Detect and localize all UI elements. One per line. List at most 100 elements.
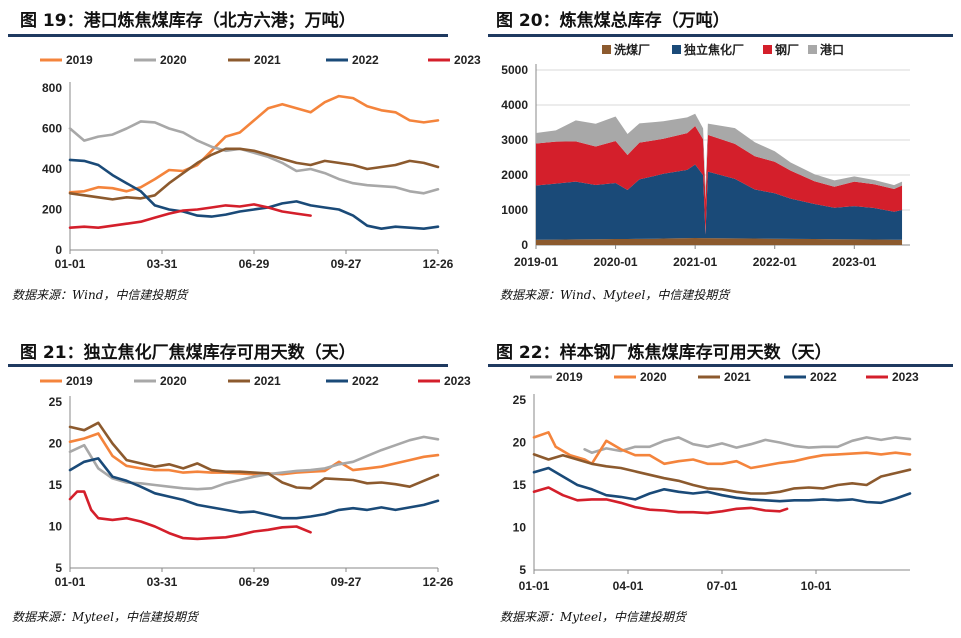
legend-label-2022: 2022 <box>810 370 837 384</box>
legend-swatch-2 <box>763 45 772 54</box>
line-series-2021 <box>68 421 440 490</box>
x-tick-label-3: 2022-01 <box>753 255 797 269</box>
legend-label-2021: 2021 <box>254 53 281 67</box>
legend-label-2019: 2019 <box>66 53 93 67</box>
x-tick-label-0: 2019-01 <box>514 255 558 269</box>
legend-label-2020: 2020 <box>160 53 187 67</box>
area-series-1 <box>536 164 903 240</box>
x-tick-label-3: 10-01 <box>801 579 832 593</box>
x-tick-label-0: 01-01 <box>519 579 550 593</box>
figure-21-title: 图 21：独立焦化厂焦煤库存可用天数（天） <box>20 343 356 363</box>
legend-label-2019: 2019 <box>66 374 93 388</box>
line-series-2022 <box>68 457 440 520</box>
y-tick-label-1: 10 <box>49 520 63 534</box>
x-tick-label-1: 04-01 <box>613 579 644 593</box>
x-tick-label-2: 07-01 <box>707 579 738 593</box>
figure-20-title: 图 20：炼焦煤总库存（万吨） <box>496 11 730 31</box>
y-tick-label-0: 0 <box>521 238 528 252</box>
x-tick-label-1: 2020-01 <box>594 255 638 269</box>
legend-label-2: 钢厂 <box>775 42 799 57</box>
figure-20-panel: 图 20：炼焦煤总库存（万吨） 0 1000 2000 3000 4000 5000 201… <box>488 6 953 306</box>
line-series-2019 <box>68 94 440 194</box>
line-series-2021 <box>68 147 440 201</box>
legend-label-2021: 2021 <box>724 370 751 384</box>
y-tick-label-1: 200 <box>42 203 62 217</box>
x-tick-label-3: 09-27 <box>331 575 362 589</box>
figure-22-panel: 图 22：样本钢厂炼焦煤库存可用天数（天） 5 10 15 20 25 01-01 04-0… <box>488 338 953 634</box>
figure-21-rule <box>8 364 448 367</box>
figure-22-source: 数据来源：Myteel，中信建投期货 <box>500 610 686 624</box>
legend-swatch-3 <box>808 45 817 54</box>
figure-21-source: 数据来源：Myteel，中信建投期货 <box>12 610 198 624</box>
area-series-0 <box>536 238 903 245</box>
figure-19-panel: 图 19：港口炼焦煤库存（北方六港；万吨） 0 200 400 600 800 01-01… <box>8 6 481 306</box>
figure-22-chart: 5 10 15 20 25 01-01 04-01 07-01 10-01 2019 2020 202… <box>513 370 919 593</box>
legend-swatch-1 <box>672 45 681 54</box>
figure-19-source: 数据来源：Wind，中信建投期货 <box>12 288 188 302</box>
line-series-2019 <box>68 432 440 476</box>
y-tick-label-5: 5000 <box>501 63 528 77</box>
figure-19-title: 图 19：港口炼焦煤库存（北方六港；万吨） <box>20 11 356 31</box>
y-tick-label-0: 0 <box>55 243 62 257</box>
x-tick-label-2: 06-29 <box>239 575 270 589</box>
line-series-2022 <box>68 158 440 230</box>
figure-20-chart: 0 1000 2000 3000 4000 5000 2019-01 2020-01 2021-… <box>501 42 910 269</box>
y-tick-label-2: 2000 <box>501 168 528 182</box>
y-tick-label-2: 15 <box>49 478 63 492</box>
figure-19-rule <box>8 34 448 37</box>
x-tick-label-0: 01-01 <box>55 575 86 589</box>
legend-label-2023: 2023 <box>892 370 919 384</box>
y-tick-label-4: 800 <box>42 81 62 95</box>
y-tick-label-1: 1000 <box>501 203 528 217</box>
figure-20-rule <box>488 34 953 37</box>
y-tick-label-1: 10 <box>513 521 527 535</box>
line-series-2021 <box>532 453 912 495</box>
legend-label-2022: 2022 <box>352 374 379 388</box>
y-tick-label-3: 600 <box>42 122 62 136</box>
x-tick-label-4: 12-26 <box>423 575 454 589</box>
y-tick-label-3: 20 <box>513 436 527 450</box>
y-tick-label-3: 3000 <box>501 133 528 147</box>
figure-21-panel: 图 21：独立焦化厂焦煤库存可用天数（天） 5 10 15 20 25 01-01 03-3… <box>8 338 471 634</box>
y-tick-label-2: 15 <box>513 478 527 492</box>
y-tick-label-0: 5 <box>519 563 526 577</box>
area-series-3 <box>536 113 903 200</box>
figure-22-title: 图 22：样本钢厂炼焦煤库存可用天数（天） <box>496 343 832 363</box>
area-series-2 <box>536 126 903 235</box>
x-tick-label-1: 03-31 <box>147 575 178 589</box>
line-series-2019 <box>583 436 912 454</box>
line-series-2020 <box>68 120 440 195</box>
y-tick-label-3: 20 <box>49 437 63 451</box>
figure-22-rule <box>488 364 953 367</box>
figure-20-source: 数据来源：Wind、Myteel，中信建投期货 <box>500 288 730 302</box>
legend-label-2019: 2019 <box>556 370 583 384</box>
x-tick-label-2: 2021-01 <box>673 255 717 269</box>
y-tick-label-4: 25 <box>49 395 63 409</box>
line-series-2023 <box>68 203 312 229</box>
y-tick-label-0: 5 <box>55 561 62 575</box>
x-tick-label-2: 06-29 <box>239 257 270 271</box>
legend-label-3: 港口 <box>820 42 844 57</box>
x-tick-label-4: 2023-01 <box>832 255 876 269</box>
x-tick-label-4: 12-26 <box>423 257 454 271</box>
y-tick-label-2: 400 <box>42 162 62 176</box>
legend-label-2022: 2022 <box>352 53 379 67</box>
legend-label-2020: 2020 <box>640 370 667 384</box>
x-tick-label-0: 01-01 <box>55 257 86 271</box>
legend-label-2023: 2023 <box>444 374 471 388</box>
legend-label-1: 独立焦化厂 <box>683 42 744 57</box>
legend-label-2023: 2023 <box>454 53 481 67</box>
y-tick-label-4: 4000 <box>501 98 528 112</box>
line-series-2022 <box>532 466 912 505</box>
line-series-2023 <box>68 490 312 541</box>
y-tick-label-4: 25 <box>513 393 527 407</box>
legend-label-2020: 2020 <box>160 374 187 388</box>
legend-label-0: 洗煤厂 <box>614 42 650 57</box>
figure-21-chart: 5 10 15 20 25 01-01 03-31 06-29 09-27 12-26 2019 20… <box>40 374 471 589</box>
line-series-2023 <box>532 486 789 515</box>
x-tick-label-3: 09-27 <box>331 257 362 271</box>
x-tick-label-1: 03-31 <box>147 257 178 271</box>
figure-19-chart: 0 200 400 600 800 01-01 03-31 06-29 09-27 12-26 20… <box>40 53 481 271</box>
legend-label-2021: 2021 <box>254 374 281 388</box>
legend-swatch-0 <box>602 45 611 54</box>
